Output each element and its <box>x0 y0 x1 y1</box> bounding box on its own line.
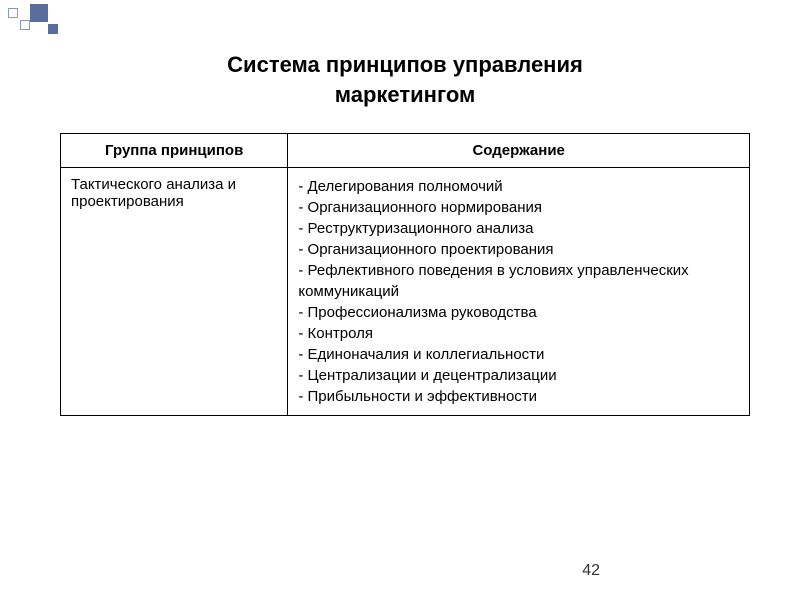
cell-content: - Делегирования полномочий- Организацион… <box>288 168 750 416</box>
deco-square-3 <box>30 4 48 22</box>
page-number: 42 <box>582 562 600 580</box>
content-item: - Реструктуризационного анализа <box>298 218 739 239</box>
content-item: - Организационного проектирования <box>298 239 739 260</box>
principles-table: Группа принципов Содержание Тактического… <box>60 133 750 416</box>
deco-square-4 <box>48 24 58 34</box>
content-item: - Делегирования полномочий <box>298 176 739 197</box>
title-line-1: Система принципов управления <box>227 52 583 77</box>
content-item: - Профессионализма руководства <box>298 302 739 323</box>
content-item: - Рефлективного поведения в условиях упр… <box>298 260 739 302</box>
content-item: - Единоначалия и коллегиальности <box>298 344 739 365</box>
content-item: - Контроля <box>298 323 739 344</box>
deco-square-2 <box>20 20 30 30</box>
content-item: - Централизации и децентрализации <box>298 365 739 386</box>
table-row: Тактического анализа и проектирования - … <box>61 168 750 416</box>
deco-square-1 <box>8 8 18 18</box>
table-header-row: Группа принципов Содержание <box>61 134 750 168</box>
slide-content: Система принципов управления маркетингом… <box>0 0 800 416</box>
content-item: - Организационного нормирования <box>298 197 739 218</box>
cell-group: Тактического анализа и проектирования <box>61 168 288 416</box>
header-content: Содержание <box>288 134 750 168</box>
content-item: - Прибыльности и эффективности <box>298 386 739 407</box>
slide-title: Система принципов управления маркетингом <box>60 50 750 109</box>
header-group: Группа принципов <box>61 134 288 168</box>
title-line-2: маркетингом <box>335 82 476 107</box>
